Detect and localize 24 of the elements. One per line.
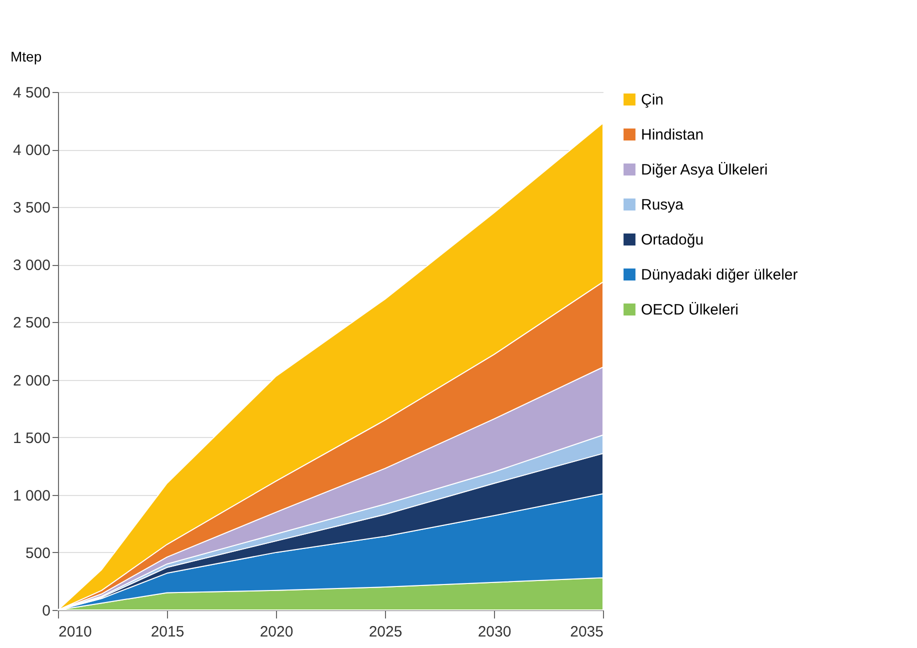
legend-label: Diğer Asya Ülkeleri	[641, 162, 768, 178]
y-tick-label: 3 000	[12, 257, 50, 274]
y-tick-label: 1 500	[12, 430, 50, 447]
legend-label: Hindistan	[641, 126, 704, 144]
legend-label: Rusya	[641, 196, 684, 214]
y-tick-label: 1 000	[12, 487, 50, 504]
legend-label: OECD Ülkeleri	[641, 302, 739, 318]
y-tick-label: 2 000	[12, 372, 50, 390]
y-tick-label: 0	[42, 602, 50, 620]
x-tick-label: 2015	[150, 624, 184, 640]
legend-label: Dünyadaki diğer ülkeler	[641, 266, 798, 284]
y-tick-label: 4 000	[12, 142, 50, 160]
x-tick-label: 2020	[260, 624, 294, 640]
y-axis-title: Mtep	[10, 48, 42, 64]
legend-label: Ortadoğu	[641, 232, 704, 248]
x-tick-label: 2035	[570, 624, 604, 640]
x-tick-label: 2025	[368, 624, 402, 640]
y-tick-label: 500	[25, 544, 50, 562]
x-tick-label: 2030	[478, 624, 512, 640]
legend-label: Çin	[641, 92, 664, 108]
y-tick-label: 3 500	[12, 200, 50, 217]
y-tick-label: 4 500	[12, 84, 50, 102]
y-tick-label: 2 500	[12, 314, 50, 332]
x-tick-label: 2010	[58, 624, 92, 640]
